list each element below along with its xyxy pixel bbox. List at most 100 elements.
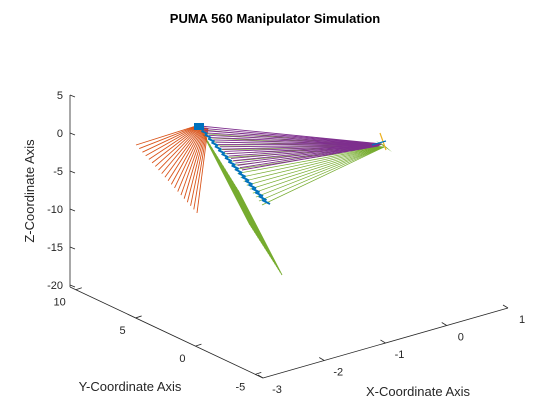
link3-wrist-line [237, 146, 385, 174]
link2-line [206, 132, 382, 145]
link2-line [215, 141, 381, 146]
link3-wrist-line [258, 146, 385, 202]
link1-line [193, 127, 208, 210]
link2-line [224, 144, 380, 152]
link1-line [174, 127, 204, 189]
joint-mark [244, 179, 254, 186]
joint-mark [224, 156, 233, 163]
joint-mark [217, 149, 226, 155]
joint-mark [200, 129, 208, 135]
z-tick-label: -20 [47, 280, 63, 292]
joint-mark [251, 187, 261, 194]
y-tick-label: -5 [235, 381, 245, 393]
chart-title: PUMA 560 Manipulator Simulation [170, 11, 380, 26]
y-tick-mark [195, 343, 202, 347]
joint-series [194, 123, 271, 205]
tool-axis [371, 140, 387, 146]
link2-line [202, 127, 382, 145]
z-tick-label: 5 [57, 90, 63, 102]
joint-mark [207, 137, 215, 143]
joint-mark [234, 168, 243, 174]
link1-line [170, 126, 204, 185]
link1-line [135, 125, 197, 146]
y-axis-line [69, 286, 264, 379]
joint-mark [248, 183, 257, 190]
link2-line [211, 137, 381, 145]
link2-line [226, 144, 380, 155]
joint-mark [261, 199, 271, 205]
link3-wrist-line [255, 146, 385, 198]
y-tick-mark [75, 287, 82, 291]
link1-line [167, 126, 203, 182]
y-tick-mark [135, 315, 142, 319]
y-axis-label: Y-Coordinate Axis [79, 379, 182, 394]
tool-marker [371, 132, 392, 152]
link3-line [237, 189, 283, 276]
y-tick-label: 0 [179, 353, 185, 365]
link1-line [190, 127, 208, 206]
y-tick-label: 10 [54, 297, 66, 309]
link3-wrist-line [261, 146, 385, 206]
z-tick-mark [69, 132, 76, 136]
link2-line [213, 139, 381, 146]
y-tick-label: 5 [119, 325, 125, 337]
joint-mark [227, 160, 236, 166]
link3-wrist-line [249, 146, 385, 190]
link1-line [177, 127, 205, 192]
link2-line [230, 145, 380, 159]
link2-line [233, 145, 379, 162]
z-tick-label: -5 [53, 166, 63, 178]
x-tick-mark [319, 357, 325, 361]
link2-line [241, 145, 379, 171]
link1-line [196, 127, 209, 214]
link1-line [180, 127, 206, 196]
joint-mark [231, 164, 240, 170]
link1-line [139, 125, 197, 149]
link1-line [148, 126, 199, 160]
x-tick-mark [380, 339, 386, 344]
link3-wrist-line [240, 146, 385, 178]
link1-line [164, 126, 203, 178]
link2-line [222, 144, 380, 150]
joint-mark [237, 172, 247, 178]
x-tick-label: 1 [519, 314, 525, 326]
x-tick-mark [441, 322, 447, 326]
x-tick-mark [257, 374, 264, 379]
link1-series [135, 125, 209, 214]
joint-mark [211, 141, 219, 147]
y-tick-mark [255, 371, 262, 375]
z-tick-mark [69, 246, 76, 250]
z-tick-label: -15 [47, 242, 63, 254]
link1-line [186, 127, 207, 203]
x-tick-label: -1 [395, 349, 405, 361]
z-tick-mark [69, 284, 76, 288]
joint-mark [254, 191, 264, 198]
z-tick-label: 0 [57, 128, 63, 140]
joint-mark [241, 176, 250, 182]
link2-line [199, 125, 383, 145]
link2-line [208, 134, 382, 145]
link3-wrist-line [252, 146, 385, 194]
link2-line [219, 144, 381, 148]
link1-line [183, 127, 206, 199]
x-ticks: -3 -2 -1 0 1 [257, 304, 525, 396]
link2-line [239, 145, 379, 169]
tool-tip [376, 141, 392, 152]
x-tick-mark [502, 304, 509, 309]
link2-line [235, 145, 379, 164]
link1-line [142, 125, 198, 153]
y-ticks: -5 0 5 10 [54, 287, 262, 393]
link1-line [151, 126, 200, 164]
link1-line [145, 125, 199, 157]
joint-mark [204, 133, 212, 139]
link2-series [199, 125, 383, 171]
z-tick-mark [69, 170, 76, 174]
z-tick-label: -10 [47, 204, 63, 216]
x-tick-label: 0 [458, 332, 464, 344]
link2-line [228, 144, 380, 157]
link1-line [161, 126, 202, 174]
joint-mark [221, 153, 229, 159]
x-axis-label: X-Coordinate Axis [366, 384, 471, 399]
link1-line [158, 126, 201, 171]
